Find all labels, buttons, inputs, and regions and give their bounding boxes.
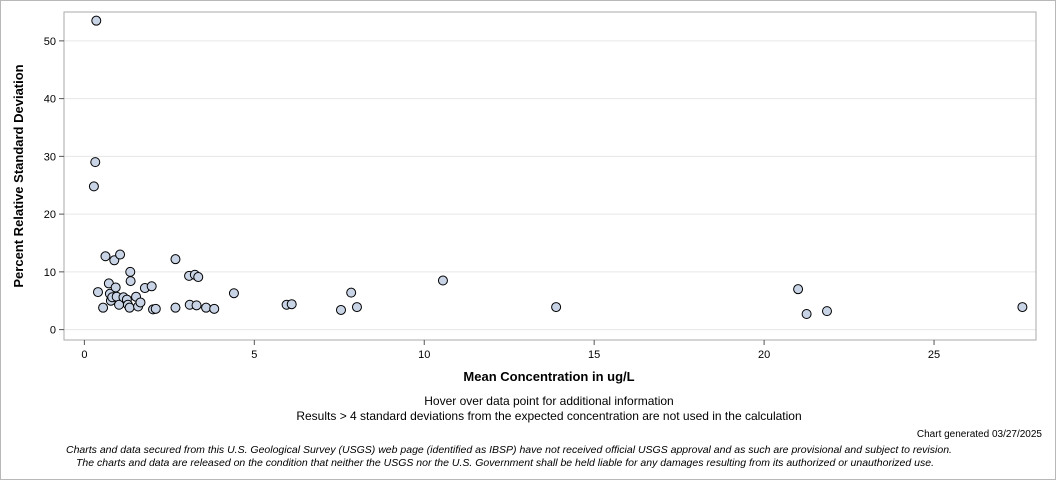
data-point[interactable]	[793, 284, 804, 295]
x-tick-label: 0	[81, 349, 87, 361]
plot-area	[63, 11, 1037, 341]
y-tick-label: 40	[44, 94, 56, 106]
data-point[interactable]	[90, 157, 101, 168]
data-point[interactable]	[150, 303, 161, 314]
grid-lines	[64, 40, 1036, 331]
data-point[interactable]	[92, 287, 103, 298]
data-point[interactable]	[801, 309, 812, 320]
x-tick-label: 15	[588, 349, 600, 361]
x-tick-label: 5	[251, 349, 257, 361]
data-point[interactable]	[228, 288, 239, 299]
y-tick-label: 0	[50, 325, 56, 337]
y-tick-label: 50	[44, 36, 56, 48]
x-tick-label: 25	[928, 349, 940, 361]
data-point[interactable]	[346, 287, 357, 298]
data-point[interactable]	[146, 281, 157, 292]
data-point[interactable]	[201, 302, 212, 313]
disclaimer-line-2: The charts and data are released on the …	[76, 457, 934, 469]
data-point[interactable]	[193, 272, 204, 283]
data-point[interactable]	[191, 300, 202, 311]
hover-note: Hover over data point for additional inf…	[424, 394, 674, 408]
y-tick-label: 30	[44, 151, 56, 163]
y-tick-label: 20	[44, 209, 56, 221]
y-axis: 0 10 20 30 40 50	[44, 36, 64, 337]
data-point[interactable]	[124, 302, 135, 313]
data-point[interactable]	[1017, 302, 1028, 313]
data-point[interactable]	[135, 297, 146, 308]
data-point[interactable]	[88, 181, 99, 192]
data-point[interactable]	[551, 302, 562, 313]
data-point[interactable]	[437, 275, 448, 286]
x-axis-label: Mean Concentration in ug/L	[463, 369, 634, 384]
data-point[interactable]	[351, 302, 362, 313]
data-point[interactable]	[170, 254, 181, 265]
y-axis-label: Percent Relative Standard Deviation	[11, 64, 26, 287]
data-point[interactable]	[286, 299, 297, 310]
x-axis: 0 5 10 15 20 25	[81, 340, 940, 361]
data-point[interactable]	[335, 304, 346, 315]
data-point[interactable]	[125, 266, 136, 277]
data-point[interactable]	[115, 249, 126, 260]
data-point[interactable]	[821, 306, 832, 317]
x-tick-label: 10	[418, 349, 430, 361]
x-tick-label: 20	[758, 349, 770, 361]
data-point[interactable]	[98, 302, 109, 313]
results-note: Results > 4 standard deviations from the…	[296, 409, 802, 423]
data-point[interactable]	[170, 302, 181, 313]
data-point[interactable]	[125, 276, 136, 287]
y-tick-label: 10	[44, 267, 56, 279]
data-point[interactable]	[209, 303, 220, 314]
data-point[interactable]	[110, 282, 121, 293]
data-point[interactable]	[91, 15, 102, 26]
disclaimer-line-1: Charts and data secured from this U.S. G…	[66, 444, 952, 456]
data-points	[88, 15, 1028, 320]
chart-generated-date: Chart generated 03/27/2025	[916, 429, 1042, 440]
data-point[interactable]	[100, 251, 111, 262]
